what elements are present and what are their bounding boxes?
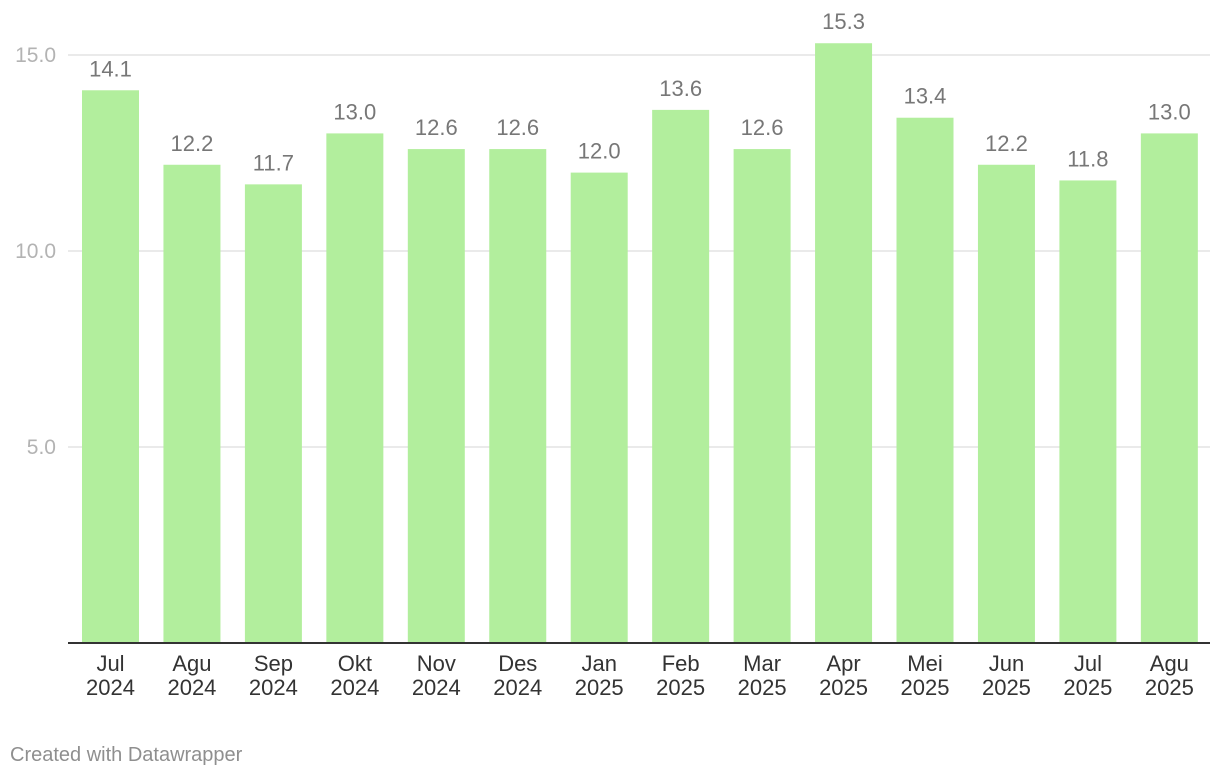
data-label: 12.0 bbox=[578, 139, 621, 164]
bar bbox=[815, 43, 873, 644]
y-tick-label: 15.0 bbox=[15, 44, 56, 67]
x-tick-label: Mar 2025 bbox=[738, 651, 787, 700]
data-label: 11.7 bbox=[253, 150, 294, 175]
data-label: 15.3 bbox=[822, 9, 865, 34]
data-label: 13.0 bbox=[1148, 99, 1191, 124]
data-label: 12.6 bbox=[741, 115, 784, 140]
bar bbox=[244, 184, 302, 644]
bar bbox=[652, 109, 710, 643]
x-tick-label: Jan 2025 bbox=[575, 651, 624, 700]
x-tick-label: Agu 2025 bbox=[1145, 651, 1194, 700]
data-label: 13.0 bbox=[333, 99, 376, 124]
bar bbox=[570, 172, 628, 643]
x-tick-label: Agu 2024 bbox=[167, 651, 216, 700]
footer-credit: Created with Datawrapper bbox=[10, 744, 243, 766]
y-axis-ticks: 5.0 10.0 15.0 bbox=[15, 44, 56, 459]
x-axis-ticks: Jul 2024 Agu 2024 Sep 2024 Okt 2024 Nov 2024 Des 20… bbox=[86, 651, 1194, 700]
data-label: 12.2 bbox=[985, 131, 1028, 156]
bar-chart: 5.0 10.0 15.0 Jul 2024 Agu 2024 Sep 2024 Okt 2024… bbox=[15, 9, 1210, 700]
bar bbox=[896, 117, 954, 644]
bar bbox=[407, 149, 465, 643]
x-tick-label: Jul 2024 bbox=[86, 651, 135, 700]
y-tick-label: 10.0 bbox=[15, 240, 56, 263]
bar bbox=[1059, 180, 1117, 643]
bar bbox=[326, 133, 384, 643]
x-tick-label: Apr 2025 bbox=[819, 651, 868, 700]
x-tick-label: Jul 2025 bbox=[1063, 651, 1112, 700]
x-tick-label: Feb 2025 bbox=[656, 651, 705, 700]
bars bbox=[82, 43, 1198, 644]
data-label: 13.4 bbox=[904, 84, 947, 109]
x-tick-label: Okt 2024 bbox=[330, 651, 379, 700]
data-label: 12.2 bbox=[171, 131, 214, 156]
x-tick-label: Nov 2024 bbox=[412, 651, 461, 700]
x-tick-label: Sep 2024 bbox=[249, 651, 298, 700]
data-label: 11.8 bbox=[1067, 146, 1108, 171]
x-tick-label: Mei 2025 bbox=[901, 651, 950, 700]
bar bbox=[163, 164, 221, 643]
data-label: 12.6 bbox=[496, 115, 539, 140]
data-label: 12.6 bbox=[415, 115, 458, 140]
gridlines bbox=[68, 54, 1210, 448]
bar bbox=[1140, 133, 1198, 643]
data-label: 14.1 bbox=[89, 56, 132, 81]
data-labels: 14.1 12.2 11.7 13.0 12.6 12.6 12.0 13.6 12.6 15.3… bbox=[89, 9, 1191, 175]
x-tick-label: Des 2024 bbox=[493, 651, 542, 700]
data-label: 13.6 bbox=[659, 76, 702, 101]
bar bbox=[977, 164, 1035, 643]
bar bbox=[82, 90, 139, 643]
y-tick-label: 5.0 bbox=[27, 436, 56, 459]
x-tick-label: Jun 2025 bbox=[982, 651, 1031, 700]
bar bbox=[489, 149, 547, 643]
bar bbox=[733, 149, 791, 643]
